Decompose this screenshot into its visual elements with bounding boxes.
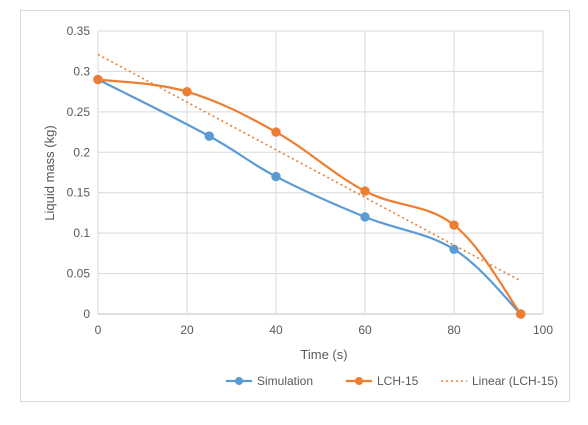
- simulation-line: [97, 78, 522, 315]
- simulation-point: [360, 212, 370, 222]
- lch-15-point: [182, 86, 192, 97]
- y-tick-label: 0.35: [67, 24, 91, 38]
- y-tick-label: 0.2: [73, 145, 90, 159]
- y-tick-label: 0: [83, 307, 90, 321]
- lch-15-point: [360, 186, 370, 196]
- legend-marker-simulation: [235, 377, 243, 385]
- chart-frame: 0 0.05 0.1 0.15 0.2 0.25 0.3 0.35 0 20 40 60 80 100 T…: [20, 10, 570, 402]
- axes: 0 0.05 0.1 0.15 0.2 0.25 0.3 0.35 0 20 40 60 80 100: [67, 24, 554, 337]
- legend-marker-lch-15: [355, 377, 363, 385]
- legend-label-lch-15: LCH-15: [377, 374, 419, 388]
- simulation-point: [204, 131, 214, 141]
- series: [93, 53, 526, 319]
- lch-15-point: [449, 220, 459, 230]
- y-tick-label: 0.25: [67, 105, 91, 119]
- x-axis-label: Time (s): [300, 347, 347, 362]
- lch-15-line: [97, 78, 522, 315]
- lch-15-point: [93, 74, 103, 85]
- y-tick-label: 0.1: [73, 226, 90, 240]
- simulation-point: [449, 244, 459, 255]
- simulation-point: [271, 171, 281, 182]
- linear-lch-15-trendline: [97, 53, 522, 282]
- x-tick-label: 60: [358, 323, 372, 337]
- lch-15-point: [516, 309, 526, 319]
- x-tick-label: 20: [180, 323, 194, 337]
- x-tick-label: 0: [95, 323, 102, 337]
- y-tick-label: 0.05: [67, 267, 91, 281]
- legend-label-simulation: Simulation: [257, 374, 313, 388]
- y-tick-label: 0.3: [73, 64, 90, 78]
- grid: [97, 30, 544, 315]
- y-tick-label: 0.15: [67, 186, 91, 200]
- x-tick-label: 40: [269, 323, 283, 337]
- y-axis-label: Liquid mass (kg): [42, 125, 57, 220]
- line-chart: 0 0.05 0.1 0.15 0.2 0.25 0.3 0.35 0 20 40 60 80 100 T…: [42, 24, 558, 388]
- lch-15-point: [271, 127, 281, 137]
- legend-label-linear-lch-15: Linear (LCH-15): [472, 374, 558, 388]
- x-tick-label: 100: [533, 323, 553, 337]
- x-tick-label: 80: [447, 323, 461, 337]
- legend: Simulation LCH-15 Linear (LCH-15): [226, 374, 558, 388]
